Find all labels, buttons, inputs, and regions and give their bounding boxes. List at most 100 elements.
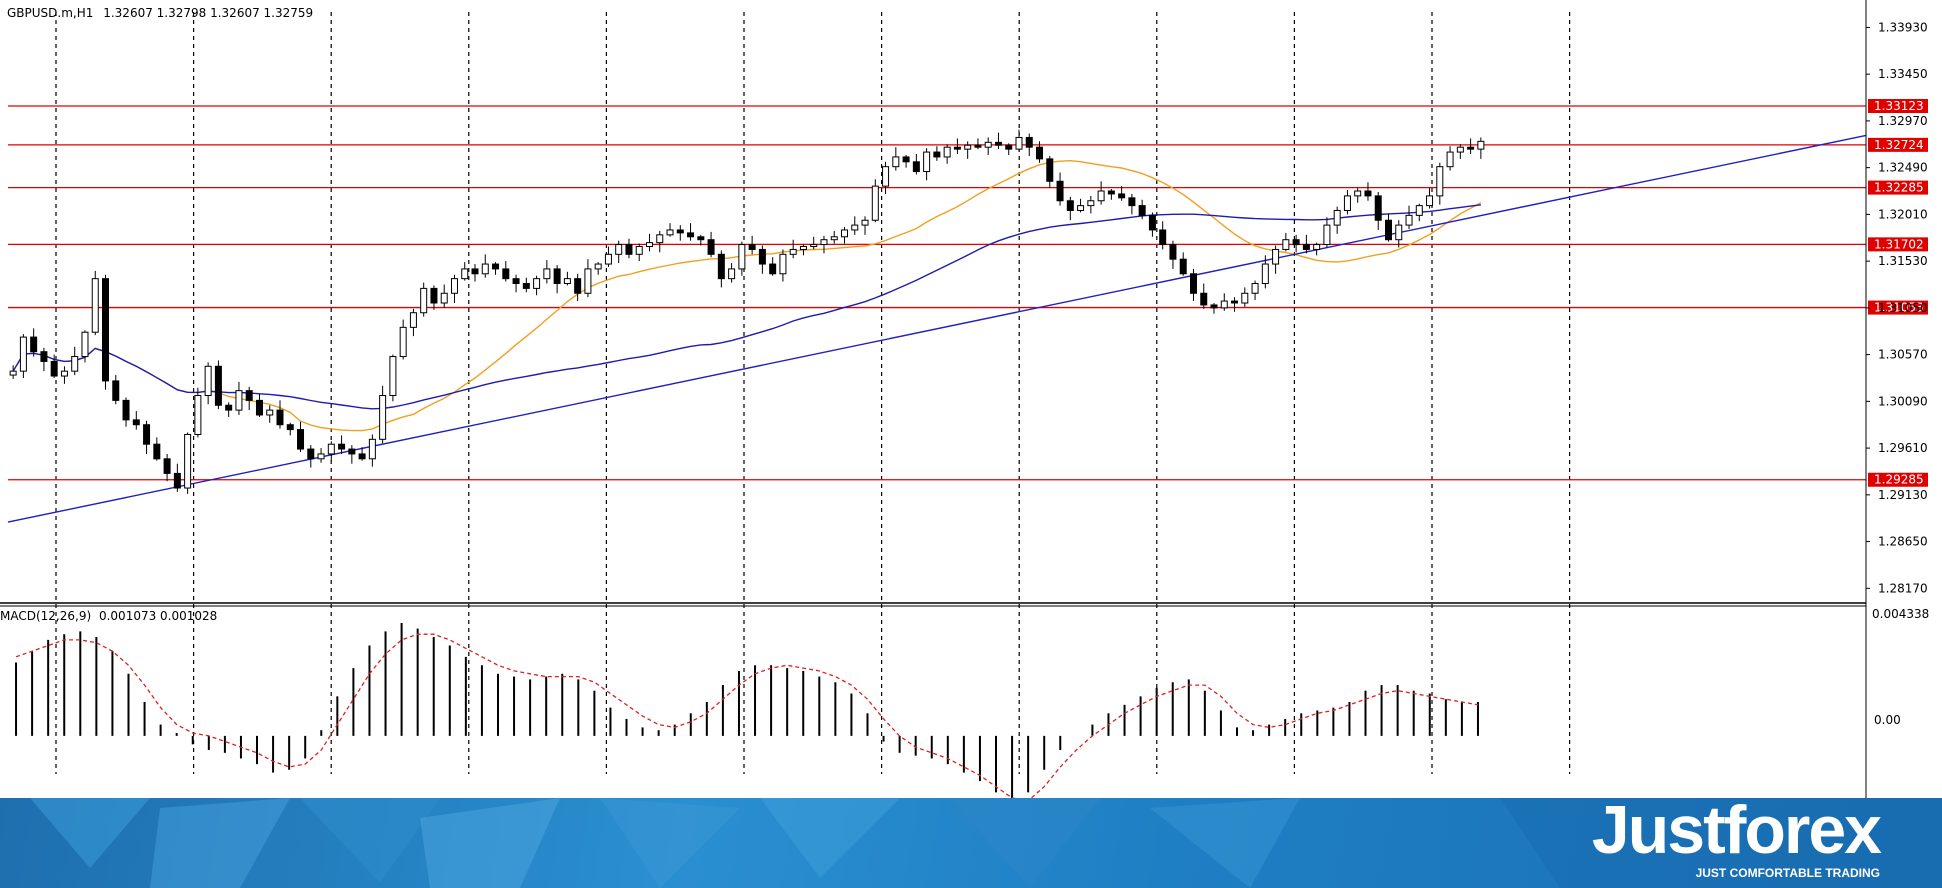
y-tick-label: 1.29610 (1878, 441, 1928, 455)
candle-body (830, 236, 838, 241)
candle-body (1056, 180, 1064, 202)
y-tick-label: 1.29130 (1878, 488, 1928, 502)
candle-body (492, 263, 500, 270)
candle-body (122, 399, 130, 421)
candle-body (1395, 224, 1403, 241)
sr-label: 1.29285 (1874, 473, 1924, 487)
candle-body (1456, 146, 1464, 153)
candle-body (615, 244, 623, 255)
candle-body (1118, 193, 1126, 199)
y-tick-label: 1.31050 (1878, 301, 1928, 315)
candle-body (994, 141, 1002, 146)
candle-body (194, 395, 202, 435)
candle-body (933, 151, 941, 158)
candle-body (461, 268, 469, 280)
candle-body (861, 219, 869, 226)
candle-body (153, 443, 161, 460)
candle-body (738, 244, 746, 270)
candle-body (533, 278, 541, 289)
candle-body (1159, 229, 1167, 246)
candle-body (594, 263, 602, 270)
ohlc-label: 1.32607 1.32798 1.32607 1.32759 (103, 6, 314, 20)
candle-body (81, 331, 89, 358)
y-tick-label: 1.31530 (1878, 254, 1928, 268)
candle-body (1231, 300, 1239, 304)
candle-body (1415, 205, 1423, 216)
sr-label-box (1868, 300, 1928, 315)
candle-body (779, 253, 787, 275)
macd-title: MACD(12,26,9) (0, 609, 92, 623)
candle-body (1282, 239, 1290, 250)
candle-body (1446, 151, 1454, 168)
candle-body (204, 365, 212, 397)
candle-body (1025, 136, 1033, 148)
candle-body (697, 236, 705, 241)
candle-body (1036, 146, 1044, 160)
candle-body (327, 443, 335, 455)
candle-body (50, 360, 58, 377)
candle-body (379, 395, 387, 440)
candle-body (348, 448, 356, 455)
candle-body (297, 429, 305, 450)
candle-body (1169, 244, 1177, 260)
sr-label: 1.33123 (1874, 99, 1924, 113)
sr-label-box (1868, 180, 1928, 195)
y-tick-label: 1.30570 (1878, 348, 1928, 362)
candle-body (71, 356, 79, 372)
candle-body (409, 312, 417, 328)
sr-label: 1.32285 (1874, 181, 1924, 195)
candle-body (9, 370, 17, 376)
candle-body (687, 232, 695, 238)
symbol-label: GBPUSD.m,H1 (7, 6, 94, 20)
candle-body (882, 166, 890, 187)
candle-body (912, 161, 920, 173)
candle-body (1302, 244, 1310, 250)
candle-body (30, 336, 38, 353)
candle-body (163, 458, 171, 474)
y-tick-label: 1.32010 (1878, 207, 1928, 221)
brand-tagline: JUST COMFORTABLE TRADING (1695, 866, 1880, 880)
candle-body (399, 326, 407, 358)
candle-body (430, 287, 438, 304)
candle-body (748, 244, 756, 250)
candle-body (1343, 195, 1351, 211)
candle-body (789, 248, 797, 255)
candle-body (974, 144, 982, 148)
candle-body (841, 229, 849, 238)
candle-body (769, 263, 777, 275)
candle-body (481, 263, 489, 275)
candle-body (132, 419, 140, 426)
candle-body (656, 234, 664, 244)
candle-body (1077, 205, 1085, 211)
candle-body (102, 278, 110, 382)
macd-header: MACD(12,26,9) 0.001073 0.001028 (0, 609, 217, 623)
sr-label: 1.32724 (1874, 138, 1924, 152)
candle-body (871, 185, 879, 221)
candle-body (604, 253, 612, 265)
candle-body (368, 438, 376, 460)
y-tick-label: 1.32970 (1878, 114, 1928, 128)
candle-body (173, 472, 181, 489)
candle-body (471, 268, 479, 275)
candle-body (1046, 158, 1054, 182)
candle-body (19, 336, 27, 372)
candle-body (60, 370, 68, 377)
candle-body (553, 268, 561, 285)
candle-body (1210, 304, 1218, 309)
candle-body (184, 433, 192, 489)
candle-body (266, 409, 274, 416)
candle-body (235, 390, 243, 411)
candle-body (225, 404, 233, 411)
candle-body (1272, 248, 1280, 265)
candle-body (543, 268, 551, 280)
candle-body (255, 399, 263, 416)
candle-body (1148, 214, 1156, 231)
candle-body (1364, 190, 1372, 197)
y-tick-label: 1.33450 (1878, 67, 1928, 81)
candle-body (563, 278, 571, 285)
candle-body (625, 244, 633, 255)
candle-body (245, 390, 253, 401)
candle-body (1138, 205, 1146, 216)
candle-body (943, 146, 951, 158)
candle-body (1374, 195, 1382, 221)
